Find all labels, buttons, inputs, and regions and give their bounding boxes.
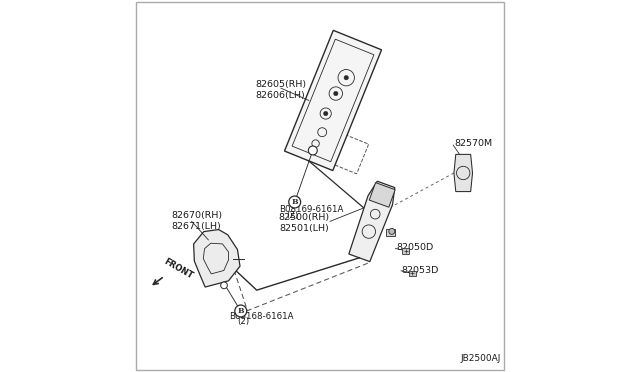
Text: 82605(RH)
82606(LH): 82605(RH) 82606(LH) bbox=[255, 80, 306, 100]
Text: JB2500AJ: JB2500AJ bbox=[460, 354, 500, 363]
Polygon shape bbox=[454, 154, 472, 192]
Polygon shape bbox=[285, 31, 381, 170]
Text: FRONT: FRONT bbox=[162, 257, 194, 281]
Text: 82050D: 82050D bbox=[396, 243, 433, 252]
Text: (2): (2) bbox=[287, 211, 299, 220]
Text: B: B bbox=[237, 307, 244, 315]
Circle shape bbox=[323, 111, 328, 116]
Circle shape bbox=[389, 228, 395, 234]
Circle shape bbox=[308, 146, 317, 155]
Bar bbox=[408, 271, 416, 276]
Text: 82500(RH)
82501(LH): 82500(RH) 82501(LH) bbox=[278, 213, 330, 233]
Circle shape bbox=[344, 76, 348, 80]
Bar bbox=[402, 248, 410, 254]
Text: 82670(RH)
82671(LH): 82670(RH) 82671(LH) bbox=[172, 211, 222, 231]
Text: (2): (2) bbox=[237, 317, 250, 326]
Bar bbox=[386, 229, 395, 236]
Polygon shape bbox=[194, 230, 240, 287]
Circle shape bbox=[333, 91, 338, 96]
Text: B08169-6161A: B08169-6161A bbox=[279, 205, 344, 214]
Text: B: B bbox=[291, 198, 298, 206]
Circle shape bbox=[289, 196, 301, 208]
Text: 82053D: 82053D bbox=[402, 266, 439, 275]
Polygon shape bbox=[369, 183, 395, 207]
Text: B08168-6161A: B08168-6161A bbox=[230, 312, 294, 321]
Circle shape bbox=[221, 282, 227, 289]
Circle shape bbox=[235, 305, 246, 317]
Polygon shape bbox=[349, 181, 395, 262]
Text: 82570M: 82570M bbox=[454, 139, 492, 148]
